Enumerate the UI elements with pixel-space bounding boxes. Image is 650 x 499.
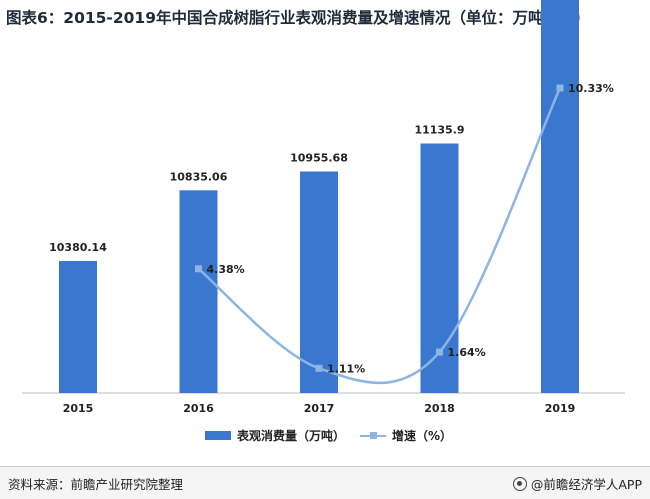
growth-point-2016 <box>195 265 202 273</box>
bar-value-label-2017: 10955.68 <box>290 152 348 165</box>
chart-area: 10380.1410835.0610955.6811135.912286.58 … <box>22 0 625 415</box>
bar-value-label-2015: 10380.14 <box>49 241 107 254</box>
bar-2019 <box>541 0 579 393</box>
x-tick-2019: 2019 <box>545 402 576 415</box>
legend-item-volume: 表观消费量（万吨） <box>205 424 345 446</box>
growth-point-2017 <box>315 364 323 372</box>
source-note: 资料来源：前瞻产业研究院整理 <box>8 477 184 492</box>
bar-2017 <box>300 171 338 393</box>
growth-label-2019: 10.33% <box>568 82 614 95</box>
chart-title: 图表6：2015-2019年中国合成树脂行业表观消费量及增速情况（单位：万吨，%… <box>6 9 591 27</box>
bar-series <box>59 0 579 393</box>
legend-swatch-bar <box>205 430 231 440</box>
x-tick-2015: 2015 <box>63 402 94 415</box>
growth-point-2019 <box>556 84 564 92</box>
brand-text: @前瞻经济学人APP <box>530 477 642 492</box>
footer: 资料来源：前瞻产业研究院整理 @前瞻经济学人APP <box>0 466 650 499</box>
growth-label-2018: 1.64% <box>448 346 486 359</box>
bar-value-label-2016: 10835.06 <box>170 170 228 183</box>
brand-logo-icon <box>512 476 527 491</box>
bar-2016 <box>179 190 218 393</box>
legend-swatch-line <box>360 431 386 440</box>
growth-label-2016: 4.38% <box>207 263 245 276</box>
growth-point-2018 <box>436 348 443 356</box>
legend-label-volume: 表观消费量（万吨） <box>237 428 346 443</box>
x-tick-2017: 2017 <box>304 402 335 415</box>
legend: 表观消费量（万吨） 增速（%） <box>0 424 650 446</box>
growth-line <box>197 87 562 385</box>
x-tick-2018: 2018 <box>424 402 455 415</box>
legend-item-growth: 增速（%） <box>360 424 452 446</box>
brand-credit: @前瞻经济学人APP <box>512 474 642 493</box>
x-tick-2016: 2016 <box>183 402 214 415</box>
growth-label-2017: 1.11% <box>327 362 365 375</box>
growth-line-series: 4.38% 1.11% 1.64% 10.33% <box>195 82 614 385</box>
x-tick-labels: 2015 2016 2017 2018 2019 <box>63 402 576 415</box>
legend-label-growth: 增速（%） <box>392 428 453 443</box>
bar-value-label-2018: 11135.9 <box>414 124 464 137</box>
bar-2015 <box>59 261 97 393</box>
